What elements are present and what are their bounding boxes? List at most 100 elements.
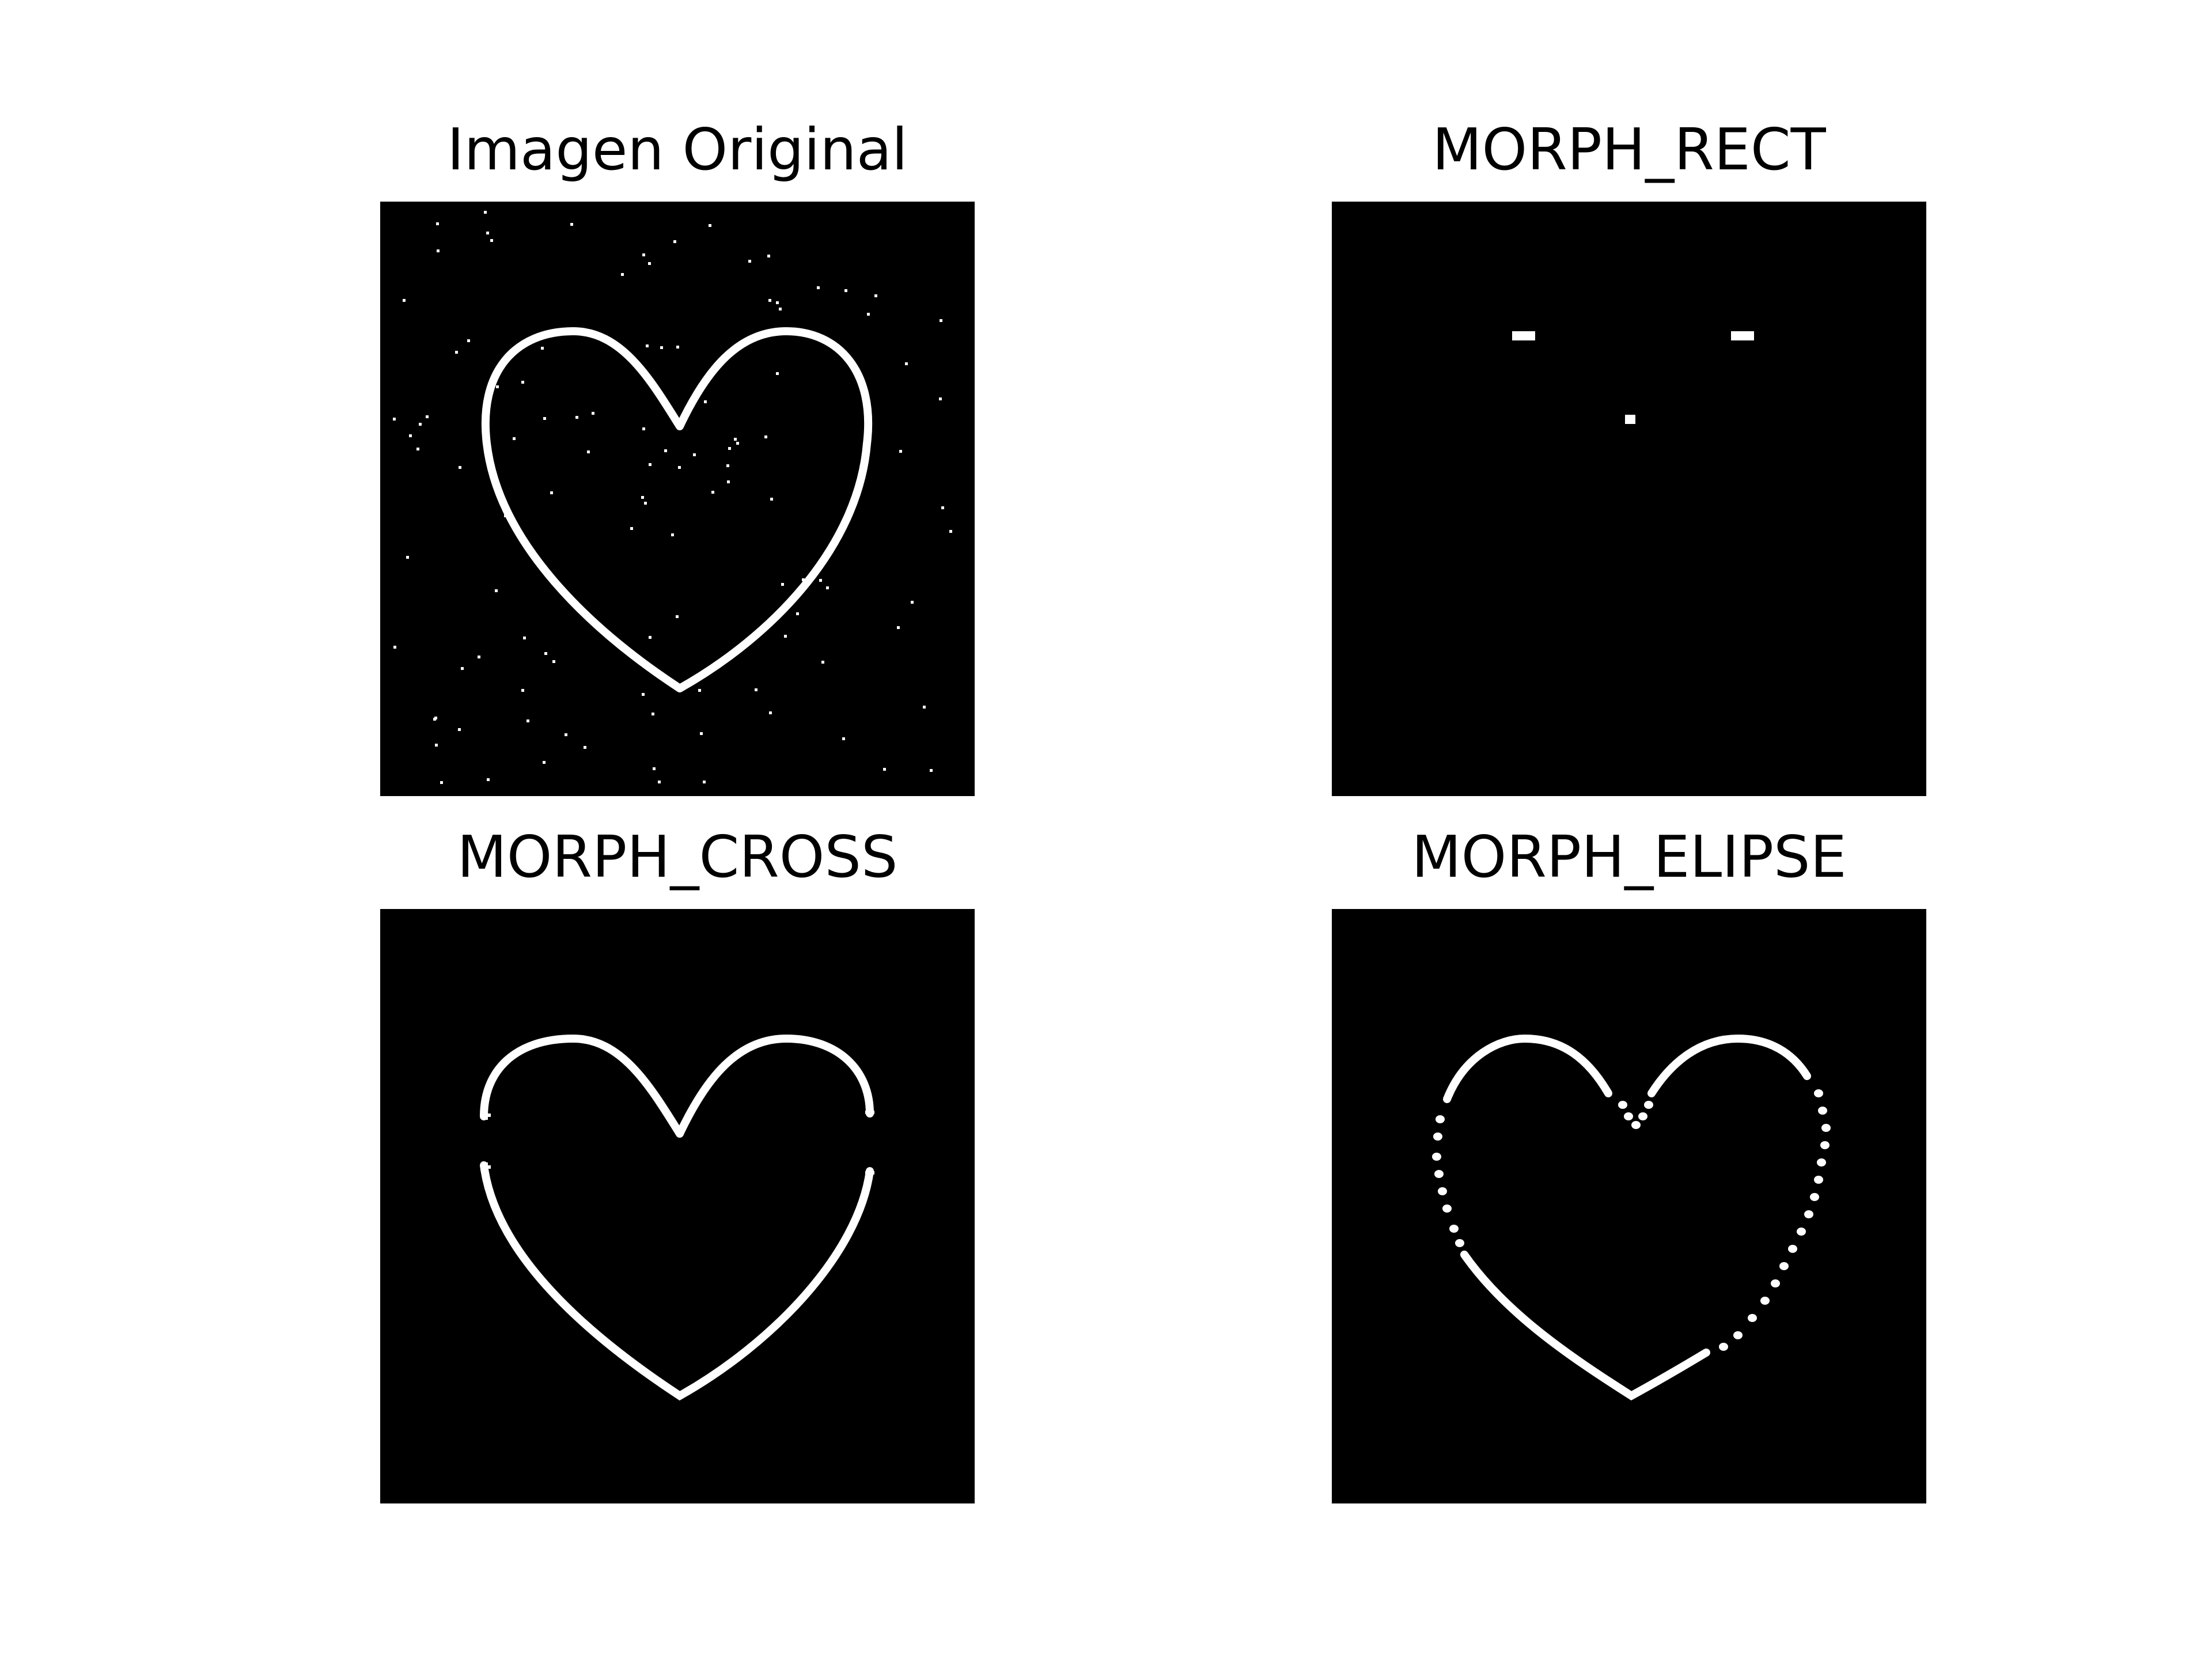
noise-dot — [726, 464, 729, 467]
ellipse-dot — [1624, 1112, 1633, 1120]
noise-dot — [437, 249, 440, 252]
noise-dot — [478, 656, 480, 658]
noise-dot — [905, 362, 908, 365]
noise-dot — [587, 450, 590, 453]
noise-dot — [575, 416, 578, 419]
noise-dot — [776, 301, 779, 304]
noise-dot — [642, 427, 645, 430]
ellipse-dot — [1814, 1176, 1823, 1184]
noise-dot — [484, 211, 487, 214]
heart-lower-segment — [480, 1161, 874, 1401]
noise-dot — [883, 768, 886, 771]
noise-dot — [779, 308, 782, 310]
noise-dot — [826, 586, 829, 589]
morph-elipse-image — [1332, 909, 1926, 1503]
noise-dot — [621, 273, 624, 276]
noise-dot — [495, 589, 498, 592]
noise-dot — [673, 240, 676, 243]
noise-dot — [433, 718, 436, 721]
noise-dot — [671, 533, 674, 536]
noise-dot — [844, 289, 847, 292]
noise-dot — [842, 737, 845, 740]
elliptical-dot-fragments — [1432, 1089, 1831, 1351]
noise-dot — [403, 299, 406, 302]
noise-dot — [544, 652, 547, 655]
ellipse-dot — [1455, 1239, 1464, 1247]
noise-dot — [630, 527, 633, 530]
noise-dot — [653, 767, 656, 770]
panel-title: MORPH_ELIPSE — [1411, 823, 1847, 891]
noise-dot — [676, 615, 679, 618]
noise-dot — [874, 294, 877, 297]
panel-title: Imagen Original — [447, 116, 908, 183]
ellipse-dot — [1797, 1228, 1806, 1236]
noise-dot — [486, 232, 489, 234]
ellipse-dot — [1733, 1331, 1743, 1339]
ellipse-dot — [1442, 1205, 1452, 1213]
noise-dot — [939, 397, 942, 400]
noise-dot — [543, 761, 546, 764]
noise-dot — [584, 746, 586, 749]
noise-dot — [435, 744, 438, 747]
three-residual-blobs-image — [1332, 202, 1926, 796]
noise-dot — [521, 381, 524, 384]
noise-dot — [911, 601, 914, 604]
morph-rect-image — [1332, 202, 1926, 796]
residual-blob-left — [1512, 331, 1535, 340]
noise-dot — [660, 346, 663, 349]
noise-dot — [436, 222, 439, 225]
noise-dot — [642, 253, 645, 256]
noise-dot — [770, 498, 773, 501]
noise-dot — [440, 781, 443, 784]
heart-upper-left-segment — [1443, 1034, 1612, 1103]
noise-dot — [678, 466, 681, 469]
noise-dot — [923, 706, 926, 709]
ellipse-dot — [1748, 1314, 1757, 1322]
noise-dot — [513, 437, 516, 440]
heart-upper-segment — [676, 1034, 874, 1138]
noise-dot — [727, 480, 730, 483]
heart-outline-with-gaps-image — [380, 909, 975, 1503]
noise-dot — [406, 556, 409, 559]
noise-dot — [552, 660, 555, 663]
heart-outline-with-noise-image — [380, 202, 975, 796]
noise-dot — [693, 453, 696, 456]
noise-dot — [592, 412, 594, 415]
noise-dot — [652, 713, 654, 715]
noise-dot — [642, 693, 645, 696]
noise-dot — [734, 438, 737, 441]
noise-dot — [768, 299, 771, 302]
noise-dot — [458, 728, 461, 731]
ellipse-dot — [1771, 1279, 1780, 1287]
noise-dot — [709, 224, 711, 227]
ellipse-dot — [1814, 1089, 1823, 1097]
noise-dot — [769, 711, 772, 714]
original-image — [380, 202, 975, 796]
noise-dot — [796, 612, 799, 615]
ellipse-dot — [1434, 1170, 1444, 1178]
noise-dot — [776, 372, 779, 375]
heart-outline-dotted-image — [1332, 909, 1926, 1503]
ellipse-dot — [1760, 1297, 1770, 1305]
noise-dot — [461, 667, 464, 670]
noise-dots — [393, 211, 952, 784]
noise-dot — [649, 636, 652, 639]
ellipse-dot — [1631, 1121, 1641, 1129]
noise-dot — [467, 339, 470, 342]
noise-dot — [676, 346, 679, 349]
noise-dot — [541, 347, 544, 350]
noise-dot — [490, 239, 493, 242]
noise-dot — [523, 637, 526, 639]
noise-dot — [641, 496, 644, 499]
noise-dot — [781, 583, 784, 586]
noise-dot — [565, 733, 567, 736]
noise-dot — [459, 466, 461, 469]
noise-dot — [736, 442, 739, 445]
cross-artifacts — [482, 1108, 874, 1177]
noise-dot — [426, 415, 429, 418]
noise-dot — [703, 781, 706, 783]
ellipse-dot — [1719, 1343, 1728, 1351]
noise-dot — [704, 400, 707, 403]
ellipse-dot — [1432, 1153, 1441, 1161]
noise-dot — [711, 491, 714, 494]
